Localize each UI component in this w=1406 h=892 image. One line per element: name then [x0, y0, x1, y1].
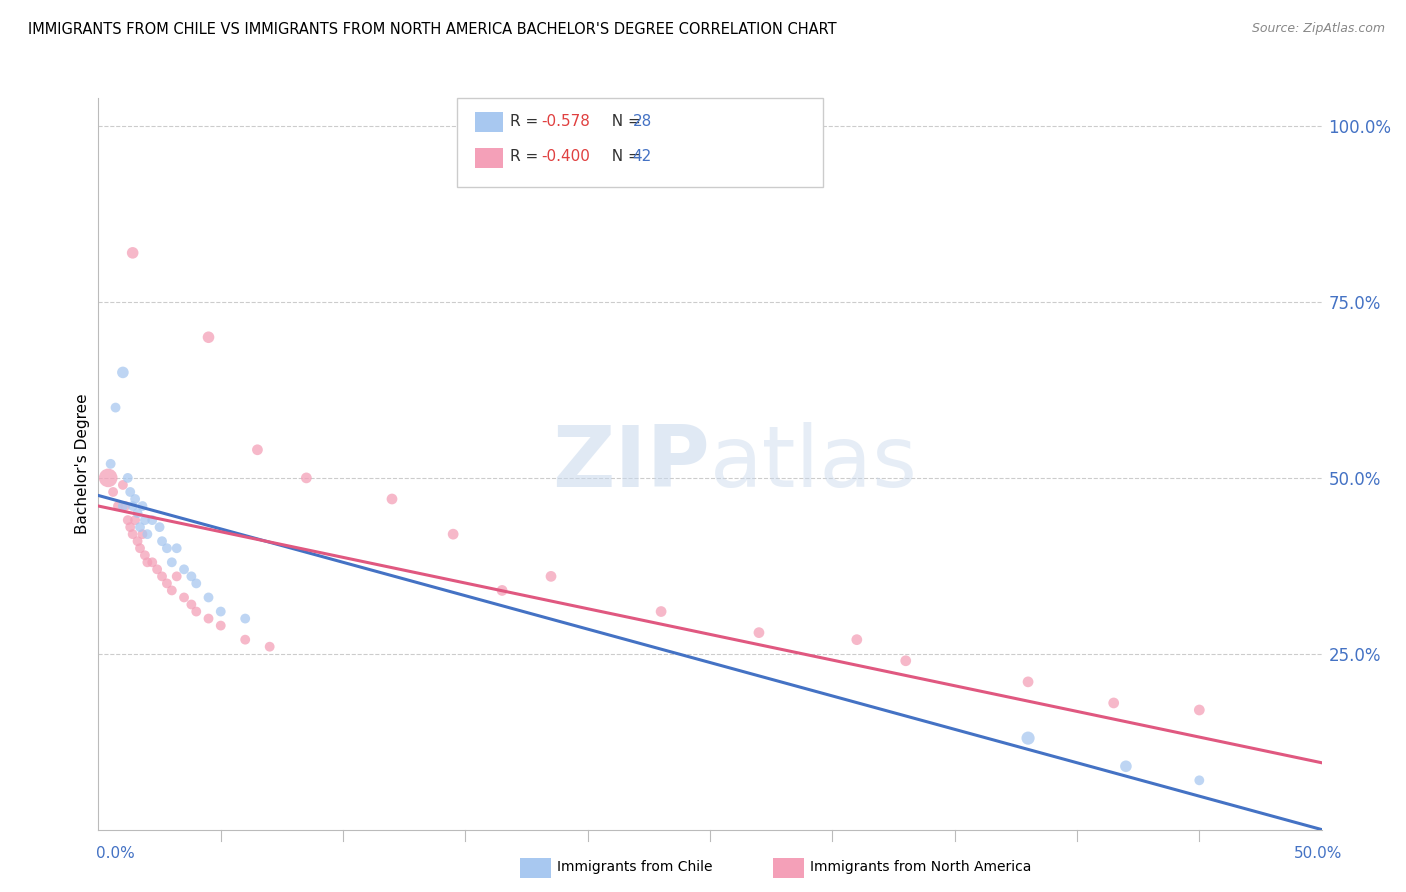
Point	[124, 513, 146, 527]
Point	[131, 499, 153, 513]
Point	[160, 555, 183, 569]
Point	[129, 541, 152, 556]
Point	[146, 562, 169, 576]
Point	[894, 654, 917, 668]
Point	[127, 534, 149, 549]
Point	[111, 499, 134, 513]
Text: 28: 28	[633, 114, 652, 128]
Point	[160, 583, 183, 598]
Point	[104, 401, 127, 415]
Point	[491, 583, 513, 598]
Point	[1188, 773, 1211, 788]
Point	[197, 611, 219, 625]
Point	[166, 569, 188, 583]
Text: N =: N =	[602, 150, 645, 164]
Text: Immigrants from North America: Immigrants from North America	[810, 860, 1031, 874]
Text: N =: N =	[602, 114, 645, 128]
Point	[259, 640, 281, 654]
Point	[233, 611, 256, 625]
Point	[136, 527, 159, 541]
Point	[120, 520, 142, 534]
Point	[121, 245, 143, 260]
Point	[845, 632, 868, 647]
Point	[121, 499, 143, 513]
Point	[1017, 731, 1039, 746]
Point	[295, 471, 318, 485]
Point	[246, 442, 269, 457]
Point	[149, 520, 172, 534]
Point	[540, 569, 562, 583]
Text: Source: ZipAtlas.com: Source: ZipAtlas.com	[1251, 22, 1385, 36]
Point	[100, 457, 122, 471]
Point	[209, 605, 232, 619]
Point	[131, 527, 153, 541]
Point	[209, 618, 232, 632]
Text: ZIP: ZIP	[553, 422, 710, 506]
Point	[134, 513, 156, 527]
Point	[441, 527, 464, 541]
Point	[117, 513, 139, 527]
Text: 42: 42	[633, 150, 652, 164]
Point	[180, 598, 202, 612]
Point	[121, 527, 143, 541]
Point	[233, 632, 256, 647]
Point	[197, 591, 219, 605]
Point	[381, 491, 404, 506]
Point	[173, 562, 195, 576]
Point	[107, 499, 129, 513]
Point	[141, 513, 163, 527]
Point	[166, 541, 188, 556]
Point	[136, 555, 159, 569]
Text: 0.0%: 0.0%	[96, 847, 135, 861]
Point	[650, 605, 672, 619]
Point	[197, 330, 219, 344]
Point	[748, 625, 770, 640]
Point	[186, 576, 208, 591]
Point	[134, 548, 156, 563]
Point	[1188, 703, 1211, 717]
Y-axis label: Bachelor's Degree: Bachelor's Degree	[75, 393, 90, 534]
Point	[141, 555, 163, 569]
Point	[129, 520, 152, 534]
Point	[127, 506, 149, 520]
Point	[114, 499, 136, 513]
Point	[180, 569, 202, 583]
Point	[1102, 696, 1125, 710]
Text: R =: R =	[510, 150, 544, 164]
Point	[186, 605, 208, 619]
Text: -0.578: -0.578	[541, 114, 591, 128]
Point	[117, 471, 139, 485]
Text: Immigrants from Chile: Immigrants from Chile	[557, 860, 713, 874]
Point	[111, 478, 134, 492]
Point	[156, 541, 179, 556]
Text: R =: R =	[510, 114, 544, 128]
Point	[101, 485, 124, 500]
Point	[97, 471, 120, 485]
Point	[150, 569, 173, 583]
Point	[1115, 759, 1137, 773]
Point	[1017, 674, 1039, 689]
Point	[156, 576, 179, 591]
Point	[173, 591, 195, 605]
Text: IMMIGRANTS FROM CHILE VS IMMIGRANTS FROM NORTH AMERICA BACHELOR'S DEGREE CORRELA: IMMIGRANTS FROM CHILE VS IMMIGRANTS FROM…	[28, 22, 837, 37]
Point	[120, 485, 142, 500]
Text: -0.400: -0.400	[541, 150, 591, 164]
Point	[150, 534, 173, 549]
Point	[124, 491, 146, 506]
Text: 50.0%: 50.0%	[1295, 847, 1343, 861]
Point	[111, 366, 134, 380]
Text: atlas: atlas	[710, 422, 918, 506]
